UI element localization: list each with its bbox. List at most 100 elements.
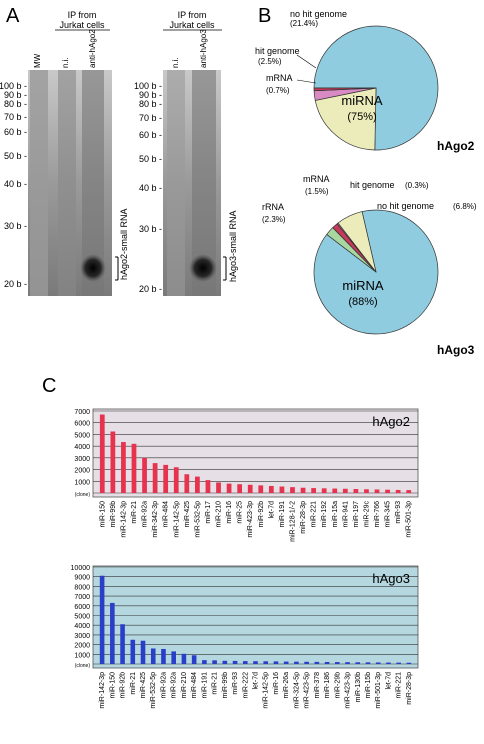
pie-slice-value: (0.3%) — [405, 181, 429, 190]
pie-slice-value: (0.7%) — [266, 86, 290, 95]
x-tick-label: miR-324-5p — [293, 672, 300, 709]
x-tick-label: miR-15b — [365, 672, 372, 699]
x-tick-label: miR-191 — [279, 501, 286, 528]
gel-hago2-size-marker: 90 b - — [4, 90, 27, 100]
y-tick-label: 4000 — [74, 623, 90, 630]
gel-hago2-side-label: hAgo2-small RNA — [119, 208, 129, 280]
bar — [171, 651, 176, 664]
bar — [120, 624, 125, 664]
bar — [304, 661, 309, 664]
x-tick-label: miR-28-3p — [300, 501, 307, 534]
bar — [385, 489, 390, 493]
bar — [99, 575, 105, 664]
bar — [163, 464, 169, 493]
bar — [290, 487, 295, 493]
x-tick-label: miR-378 — [314, 672, 321, 699]
bar — [406, 490, 412, 493]
x-tick-label: miR-92a — [171, 672, 178, 699]
x-tick-label: miR-29c — [363, 501, 370, 528]
pie-hago2: miRNA (75%) no hit genome(21.4%) hit genome… — [255, 9, 475, 153]
pie-slice-label: no hit genome — [290, 9, 347, 19]
y-tick-label: 3000 — [74, 633, 90, 640]
x-tick-label: miR-532-5p — [150, 672, 157, 709]
gel-hago2-size-marker: 40 b - — [4, 179, 27, 189]
bar — [232, 660, 238, 664]
y-tick-label: 5000 — [74, 614, 90, 621]
y-axis-label: (clone) — [75, 492, 91, 498]
bar — [140, 640, 146, 664]
bar — [173, 467, 179, 493]
y-tick-label: 1000 — [74, 652, 90, 659]
x-tick-label: miR-99b — [222, 672, 229, 699]
x-tick-label: miR-221 — [396, 672, 403, 699]
pie-slice-value: (88%) — [348, 296, 377, 308]
bar — [342, 488, 348, 493]
gel-hago2-lane-label: anti-hAgo2 — [88, 29, 97, 68]
x-tick-label: miR-15a — [332, 501, 339, 528]
bar-chart-hago3: 1000 2000 3000 4000 5000 6000 7000 8000 9000 1000… — [71, 565, 419, 709]
pie-slice-value: (75%) — [347, 111, 376, 123]
bar — [226, 483, 232, 493]
x-tick-label: miR-186 — [324, 672, 331, 699]
bar — [365, 662, 371, 664]
bar — [311, 488, 316, 493]
y-tick-label: 9000 — [74, 575, 90, 582]
gel-hago3-size-marker: 60 b - — [139, 130, 162, 140]
y-tick-label: 7000 — [74, 409, 90, 416]
gel-hago3-size-marker: 90 b - — [139, 90, 162, 100]
pie-slice-label: hit genome — [350, 180, 395, 190]
bar — [321, 488, 327, 493]
gel-hago3-size-marker: 30 b - — [139, 224, 162, 234]
gel-hago2-size-marker: 80 b - — [4, 99, 27, 109]
bar — [237, 484, 243, 493]
x-tick-label: miR-150 — [109, 672, 116, 699]
gel-hago2-size-marker: 50 b - — [4, 151, 27, 161]
bar — [335, 662, 340, 664]
x-tick-label: miR-941 — [342, 501, 349, 528]
gel-hago3-title-line1: IP from — [178, 10, 207, 20]
bar — [150, 648, 156, 664]
bar — [355, 662, 361, 664]
x-tick-label: miR-28-3p — [406, 672, 413, 705]
x-tick-label: let-7d — [268, 501, 275, 519]
y-tick-label: 3000 — [74, 456, 90, 463]
gel-hago3-band — [189, 254, 217, 282]
x-tick-label: miR-92b — [120, 672, 127, 699]
gel-hago3-lane-label: n.i. — [171, 57, 180, 68]
x-tick-label: miR-423-3p — [247, 501, 254, 538]
bar — [121, 442, 126, 493]
x-tick-label: miR-93 — [395, 501, 402, 524]
bar — [195, 476, 200, 493]
panel-label-c: C — [42, 375, 56, 397]
x-tick-label: miR-192 — [321, 501, 328, 528]
bar — [212, 660, 217, 664]
y-tick-label: 2000 — [74, 468, 90, 475]
x-tick-label: miR-93 — [232, 672, 239, 695]
pie-slice-label: rRNA — [262, 202, 284, 212]
pie-slice-value: (6.8%) — [453, 202, 477, 211]
x-tick-label: miR-210 — [216, 501, 223, 528]
x-tick-label: miR-532-5p — [194, 501, 201, 538]
bar — [314, 661, 320, 664]
pie-slice-value: (1.5%) — [305, 187, 329, 196]
x-tick-label: let-7d — [253, 672, 260, 690]
x-tick-label: miR-17 — [205, 501, 212, 524]
bar — [283, 661, 289, 664]
x-tick-label: miR-92b — [258, 501, 265, 528]
x-tick-label: miR-16 — [226, 501, 233, 524]
y-tick-label: 2000 — [74, 643, 90, 650]
y-tick-label: 1000 — [74, 479, 90, 486]
bar — [294, 661, 299, 664]
x-tick-label: miR-92a — [160, 672, 167, 699]
bar — [375, 662, 381, 664]
bar — [152, 463, 158, 493]
gel-hago2-title-line1: IP from — [68, 10, 97, 20]
x-tick-label: miR-21 — [212, 672, 219, 695]
x-tick-label: miR-501-3p — [406, 501, 413, 538]
pie-slice-label: miRNA — [341, 93, 382, 108]
pie-title: hAgo2 — [437, 139, 475, 153]
bar — [99, 414, 105, 493]
x-tick-label: miR-345 — [385, 501, 392, 528]
x-tick-label: miR-484 — [191, 672, 198, 699]
x-tick-label: miR-191 — [201, 672, 208, 699]
